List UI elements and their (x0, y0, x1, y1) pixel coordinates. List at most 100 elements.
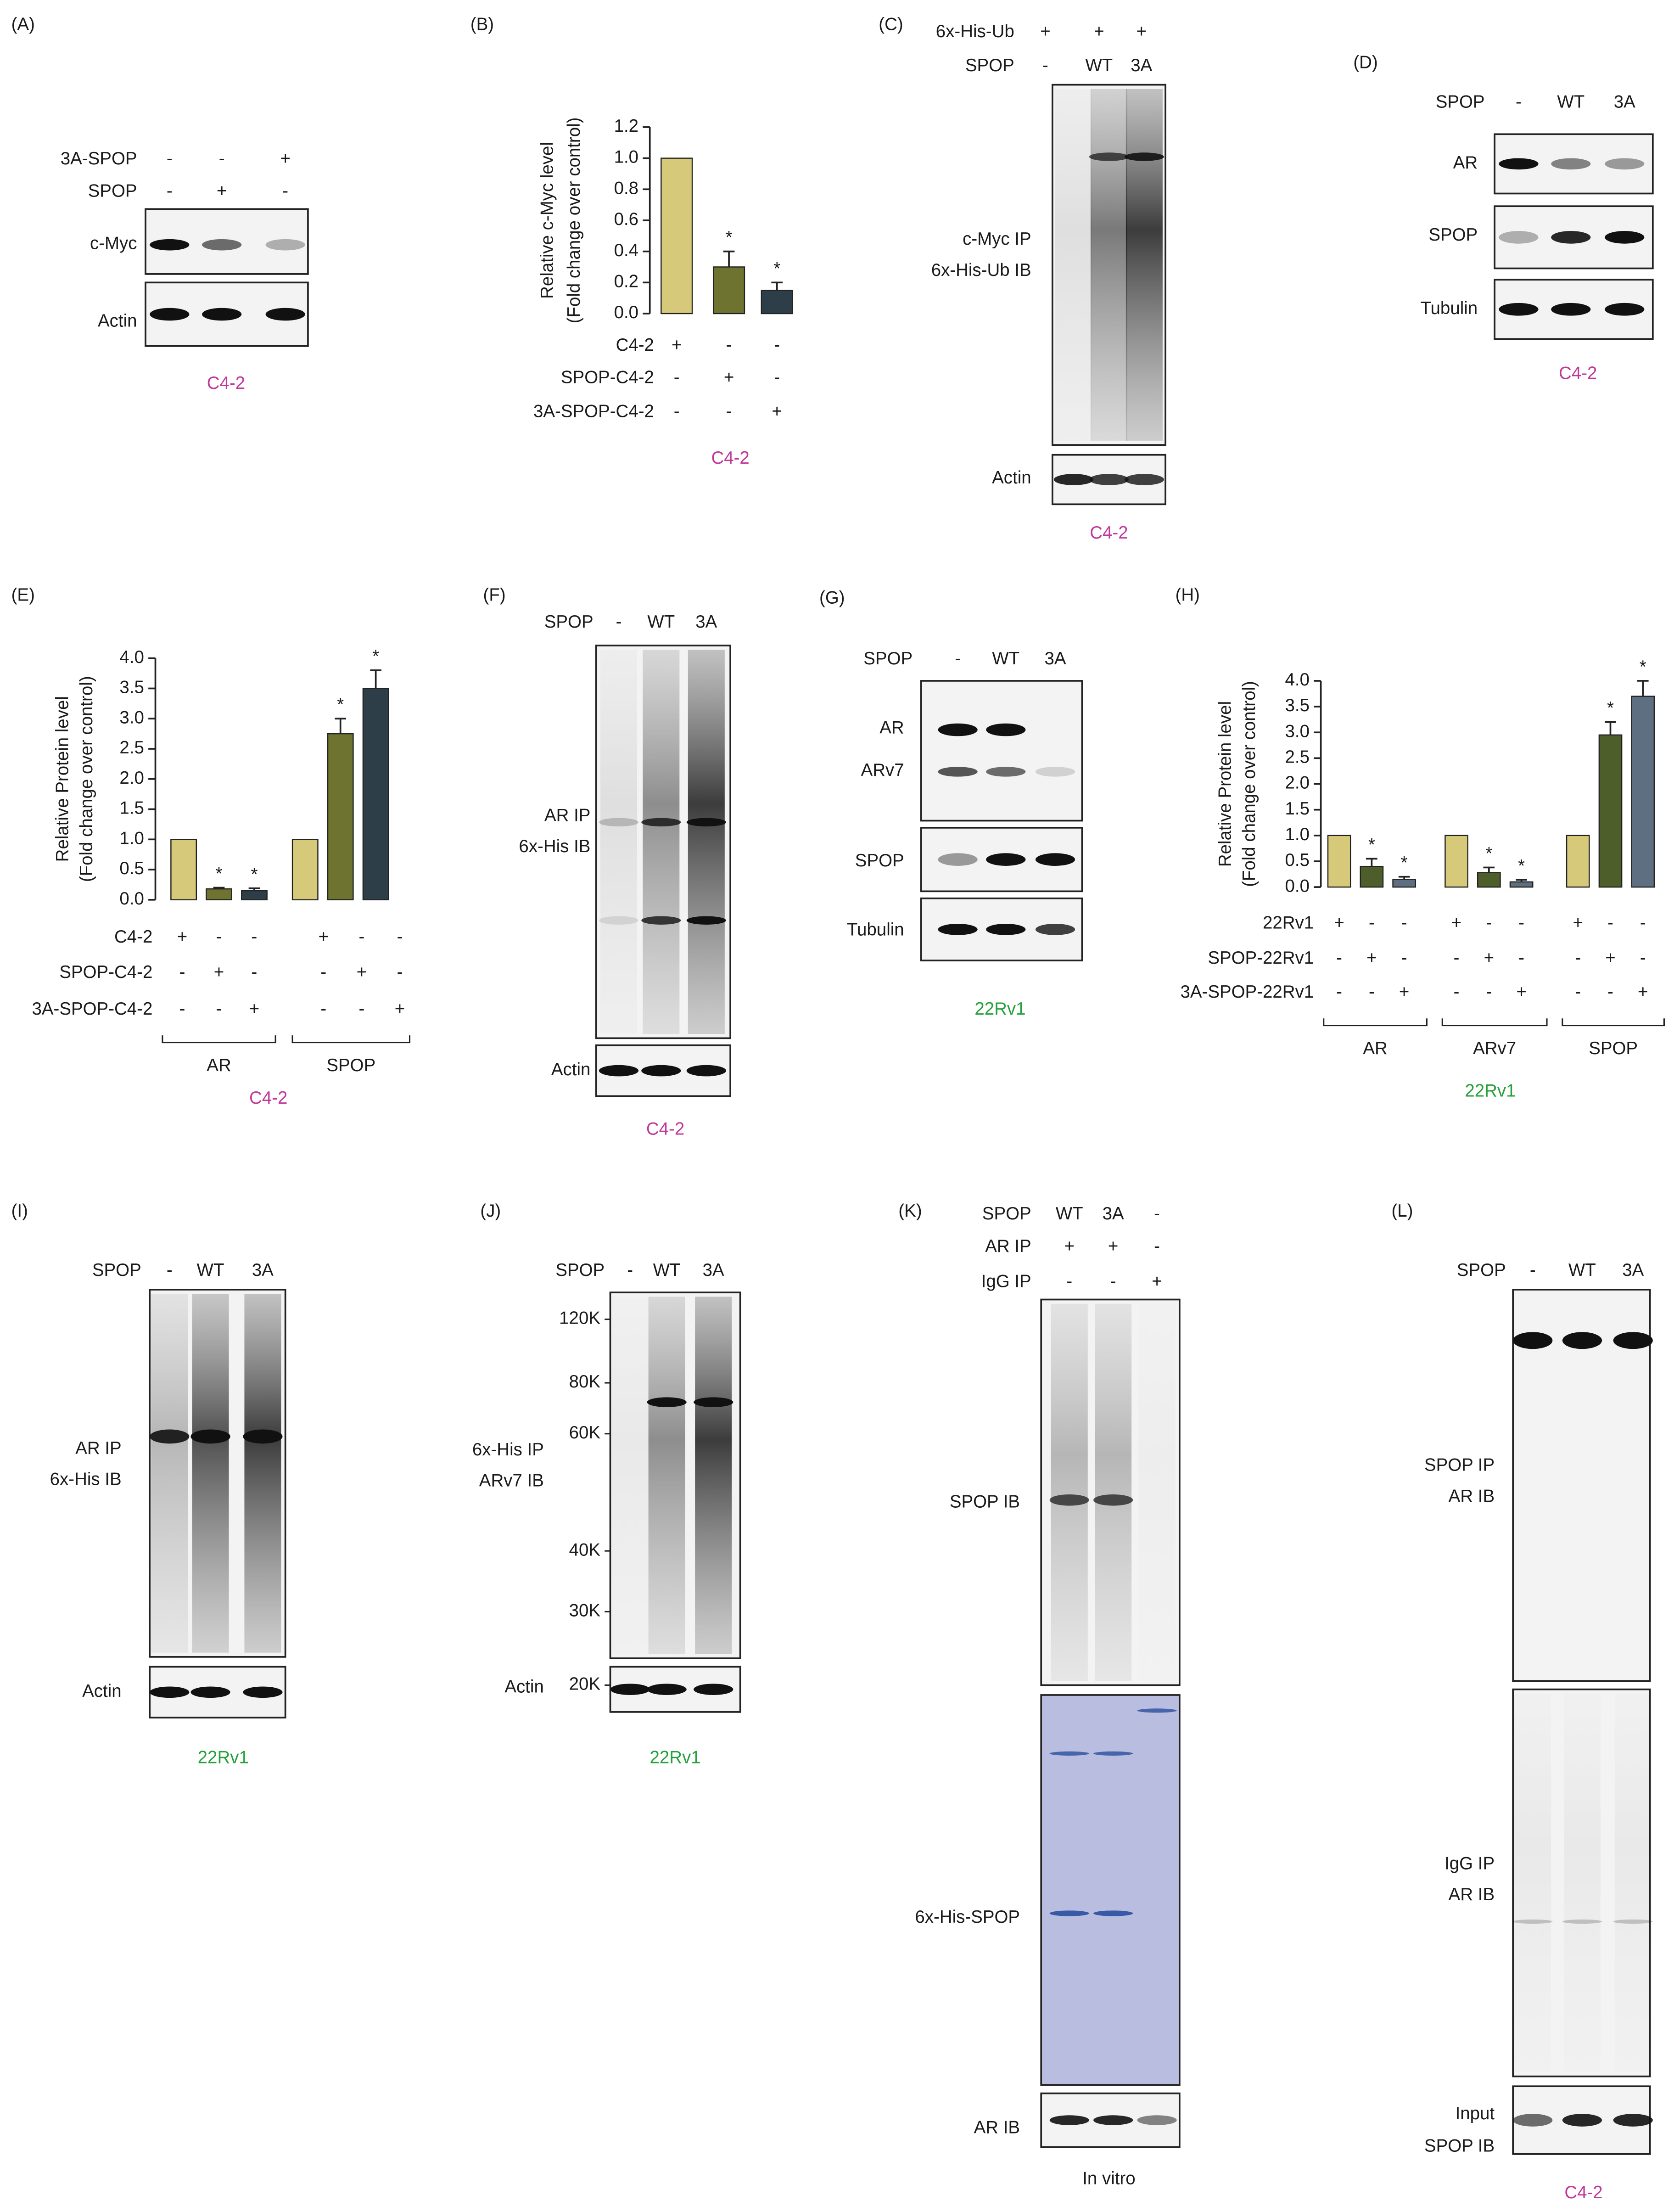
panel-label: (K) (898, 1201, 922, 1221)
condition-sign: 3A (252, 1260, 274, 1280)
y-tick-label: 2.5 (1285, 747, 1309, 767)
y-tick-label: 0.8 (614, 178, 638, 198)
condition-sign: - (726, 402, 732, 421)
band (1499, 303, 1539, 316)
y-tick-label: 2.0 (119, 768, 144, 788)
group-bracket (1323, 1018, 1428, 1027)
condition-name: SPOP (863, 649, 913, 668)
condition-sign: - (216, 999, 222, 1019)
bar (1509, 881, 1534, 888)
condition-sign: - (282, 181, 288, 201)
band (986, 924, 1026, 935)
condition-name: SPOP (1436, 92, 1485, 112)
condition-sign: - (216, 927, 222, 947)
condition-sign: + (1484, 948, 1494, 968)
band (686, 1065, 726, 1077)
y-tick-label: 3.0 (1285, 721, 1309, 741)
group-label: AR (1363, 1039, 1387, 1058)
lane-smear (1614, 1693, 1652, 2072)
condition-sign: + (1366, 948, 1377, 968)
band (1513, 2114, 1553, 2127)
band (1049, 1494, 1089, 1506)
band (1513, 1332, 1553, 1349)
condition-sign: + (177, 927, 187, 947)
bar (170, 839, 197, 901)
condition-sign: - (1154, 1204, 1160, 1224)
band (938, 767, 978, 777)
condition-sign: - (1640, 948, 1646, 968)
condition-sign: - (1066, 1272, 1072, 1291)
cell-line: C4-2 (249, 1088, 287, 1108)
lane-smear (648, 1297, 685, 1654)
condition-sign: - (1575, 982, 1581, 1002)
group-label: ARv7 (1473, 1039, 1516, 1058)
condition-sign: WT (1557, 92, 1584, 112)
condition-name: SPOP (1457, 1260, 1506, 1280)
band (1613, 2114, 1653, 2127)
condition-name: SPOP (88, 181, 137, 201)
blot-label: 6x-His-SPOP (915, 1907, 1020, 1927)
band (1089, 474, 1129, 485)
bar (1392, 879, 1416, 888)
bar (1566, 835, 1590, 888)
condition-sign: + (1152, 1272, 1162, 1291)
condition-sign: - (955, 649, 961, 668)
blot (1040, 1694, 1181, 2086)
condition-sign: - (252, 927, 258, 947)
lane-smear (192, 1294, 229, 1653)
band (1562, 1332, 1602, 1349)
condition-name: 3A-SPOP-C4-2 (32, 999, 152, 1019)
band (150, 1429, 190, 1444)
condition-sign: - (1518, 948, 1524, 968)
panel-label: (A) (11, 15, 35, 34)
condition-sign: - (1454, 982, 1460, 1002)
band (1124, 474, 1164, 485)
blot-label: Actin (82, 1681, 122, 1701)
blot-label: Actin (992, 468, 1031, 488)
panel-label: (F) (483, 585, 506, 605)
condition-sign: WT (1056, 1204, 1083, 1224)
condition-sign: - (219, 149, 225, 168)
band (647, 1397, 687, 1407)
band (686, 916, 726, 925)
condition-sign: + (672, 335, 682, 355)
cell-line: 22Rv1 (198, 1748, 249, 1768)
condition-sign: + (1334, 913, 1344, 932)
band (265, 308, 305, 321)
mw-marker: 40K (569, 1540, 601, 1560)
mw-marker: 120K (559, 1308, 600, 1328)
condition-name: SPOP (555, 1260, 605, 1280)
y-tick-label: 0.6 (614, 209, 638, 229)
band (694, 1684, 733, 1695)
condition-sign: WT (197, 1260, 224, 1280)
condition-sign: 3A (1622, 1260, 1644, 1280)
condition-sign: - (1486, 982, 1492, 1002)
cell-line: C4-2 (207, 373, 245, 393)
significance-star: * (372, 646, 379, 666)
y-tick-label: 3.5 (1285, 696, 1309, 715)
y-tick-label: 0.0 (614, 303, 638, 322)
bar (1360, 865, 1384, 888)
condition-sign: - (1110, 1272, 1116, 1291)
condition-name: 6x-His-Ub (936, 22, 1014, 41)
band (1093, 1494, 1133, 1506)
condition-sign: + (319, 927, 329, 947)
bar (761, 290, 793, 314)
band (1137, 1708, 1177, 1713)
panel-label: (B) (470, 15, 494, 34)
cell-line: 22Rv1 (974, 999, 1025, 1019)
band (1124, 152, 1164, 161)
blot-label: SPOP IB (1424, 2136, 1495, 2156)
panel-label: (C) (879, 15, 903, 34)
band (150, 308, 190, 321)
band (243, 1429, 283, 1444)
condition-sign: - (774, 368, 780, 387)
condition-sign: - (167, 149, 173, 168)
band (599, 1065, 639, 1077)
y-tick-label: 3.0 (119, 707, 144, 727)
lane-smear (1514, 1693, 1551, 2072)
blot-label: Actin (98, 311, 137, 331)
y-axis-label: (Fold change over control) (564, 118, 584, 324)
blot-label: SPOP IB (950, 1492, 1020, 1512)
